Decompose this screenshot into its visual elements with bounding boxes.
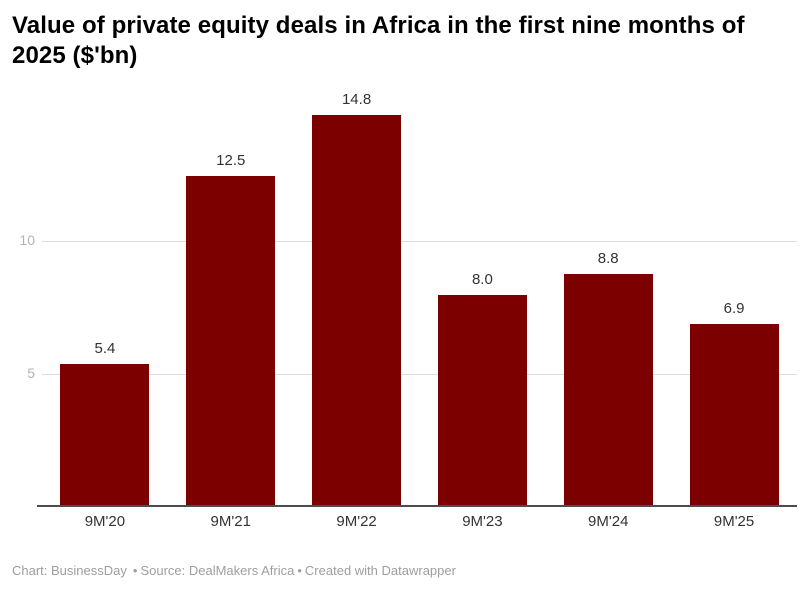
x-axis-label-9M'24: 9M'24 (588, 513, 629, 530)
bar-value-label: 12.5 (216, 152, 246, 170)
bar-value-label: 14.8 (341, 91, 372, 109)
x-axis-label-9M'20: 9M'20 (84, 513, 126, 530)
bar-column-9M'23: 8.0 (419, 90, 545, 507)
bars: 5.4 12.5 14.8 8.0 8.8 6.9 (42, 90, 797, 507)
source-credit: Source: DealMakers Africa (140, 563, 295, 578)
bar-column-9M'25: 6.9 (671, 90, 797, 507)
bar-column-9M'20: 5.4 (42, 90, 168, 507)
x-axis-baseline (37, 505, 797, 507)
y-tick-label: 5 (27, 364, 35, 381)
x-axis-label-9M'22: 9M'22 (336, 513, 377, 530)
bar-9M'23 (437, 295, 527, 507)
plot-area: 5 10 5.4 12.5 14.8 8.0 8.8 6.9 (19, 90, 797, 507)
bar-9M'20 (60, 364, 150, 507)
x-axis-label-9M'23: 9M'23 (462, 513, 503, 530)
bar-column-9M'21: 12.5 (168, 90, 294, 507)
bar-value-label: 5.4 (94, 340, 116, 358)
y-tick-label: 10 (19, 232, 35, 249)
y-gridline-5: 5 (27, 365, 797, 381)
footer-separator: • (132, 563, 138, 578)
bar-value-label: 6.9 (723, 300, 745, 318)
bar-column-9M'24: 8.8 (545, 90, 671, 507)
chart-title: Value of private equity deals in Africa … (12, 12, 745, 69)
x-axis-labels: 9M'20 9M'21 9M'22 9M'23 9M'24 9M'25 (42, 513, 797, 530)
footer-separator: • (297, 563, 302, 578)
bar-9M'24 (563, 274, 653, 507)
chart-credit: Chart: BusinessDay (12, 563, 127, 578)
bar-9M'22 (312, 115, 402, 507)
x-axis-label-9M'25: 9M'25 (713, 513, 755, 530)
bar-9M'25 (689, 324, 779, 507)
bar-value-label: 8.8 (597, 250, 619, 268)
bar-column-9M'22: 14.8 (294, 90, 420, 507)
y-gridline-10: 10 (19, 232, 797, 248)
footer-credits: Chart: BusinessDay • Source: DealMakers Af… (12, 563, 456, 578)
bar-9M'21 (186, 176, 276, 507)
bar-value-label: 8.0 (471, 271, 493, 289)
created-credit: Created with Datawrapper (304, 563, 456, 578)
x-axis-label-9M'21: 9M'21 (210, 513, 251, 530)
